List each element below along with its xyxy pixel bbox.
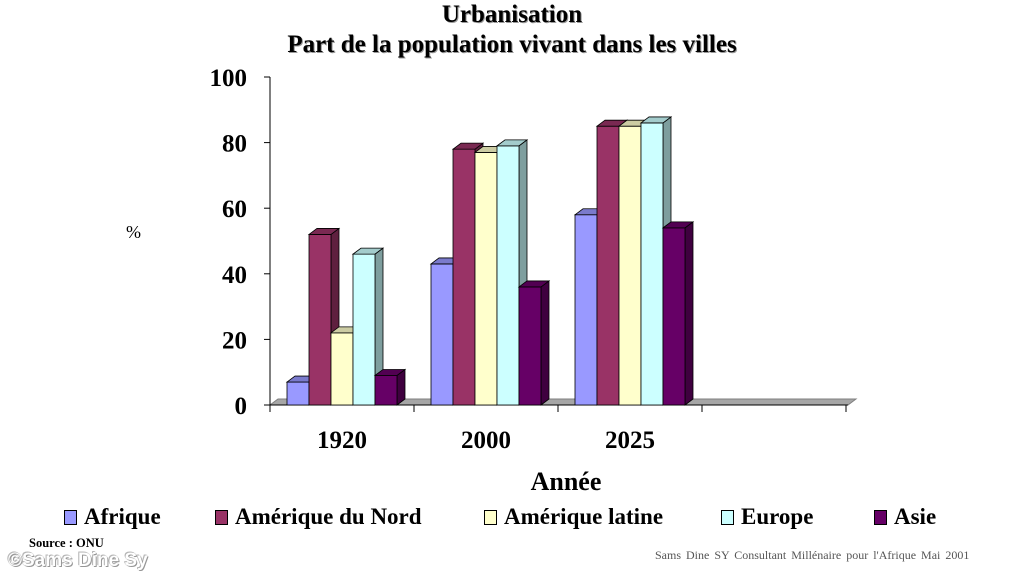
bar-front <box>430 263 454 406</box>
y-tick-label: 60 <box>222 196 247 223</box>
source-note: Source : ONU <box>29 536 104 550</box>
bar-top <box>307 228 341 235</box>
watermark: ©Sams Dine Sy <box>8 550 148 571</box>
bar-side <box>684 221 694 406</box>
bar <box>517 280 551 406</box>
legend-swatch <box>874 509 887 525</box>
legend-label: Amérique latine <box>504 504 664 529</box>
legend-swatch <box>215 509 228 525</box>
legend-label: Afrique <box>84 504 161 529</box>
chart-title: Urbanisation <box>441 1 583 28</box>
bar-top <box>661 221 695 229</box>
x-tick-label: 1920 <box>317 427 367 454</box>
bar <box>373 368 407 406</box>
bar-top <box>451 142 485 150</box>
legend-swatch <box>484 509 497 525</box>
bar-top <box>373 369 407 376</box>
bar-front <box>474 152 498 406</box>
x-tick-label: 2000 <box>461 427 511 454</box>
chart-title-block: Urbanisation Part de la population vivan… <box>0 0 1024 60</box>
bar-front <box>452 148 476 406</box>
y-tick-label: 0 <box>235 393 248 420</box>
x-tick-label: 2025 <box>605 427 655 454</box>
legend-label: Europe <box>741 504 814 529</box>
bar-front <box>352 253 376 406</box>
bar-top <box>517 280 551 288</box>
chart-legend: Afrique Amérique du Nord Amérique latine Eu… <box>64 504 964 532</box>
chart-bars <box>285 116 695 406</box>
bar-front <box>618 125 642 406</box>
y-tick-label: 40 <box>222 262 247 289</box>
legend-item: Amérique latine <box>484 504 663 530</box>
legend-swatch <box>64 509 77 525</box>
legend-item: Afrique <box>64 504 161 530</box>
bar-front <box>518 286 542 406</box>
bar <box>351 247 385 406</box>
x-axis-label: Année <box>531 467 602 496</box>
y-axis-label: % <box>126 222 141 242</box>
legend-item: Amérique du Nord <box>215 504 422 530</box>
bar-front <box>286 381 310 406</box>
y-tick-label: 20 <box>222 327 247 354</box>
bar-top <box>495 139 529 147</box>
bar-front <box>308 234 332 406</box>
y-tick-label: 80 <box>222 131 247 158</box>
bar-top <box>351 247 385 255</box>
bar-front <box>640 122 664 406</box>
legend-label: Asie <box>894 504 937 529</box>
legend-item: Europe <box>721 504 813 530</box>
bar-front <box>496 145 520 406</box>
bar-front <box>662 227 686 406</box>
bar-front <box>330 332 354 406</box>
legend-item: Asie <box>874 504 936 530</box>
footer-credit: Sams Dine SY Consultant Millénaire pour … <box>655 548 970 562</box>
bar-front <box>596 125 620 406</box>
chart-tick-labels: 0 20 40 60 80 100 1920 2000 2025 <box>210 65 656 454</box>
chart-subtitle: Part de la population vivant dans les vi… <box>287 31 737 58</box>
y-tick-label: 100 <box>210 65 248 92</box>
bar-front <box>374 375 398 406</box>
bar-side <box>540 280 550 406</box>
bar <box>661 221 695 406</box>
legend-label: Amérique du Nord <box>235 504 422 529</box>
bar-front <box>574 214 598 406</box>
legend-swatch <box>721 509 734 525</box>
bar-top <box>639 116 673 124</box>
